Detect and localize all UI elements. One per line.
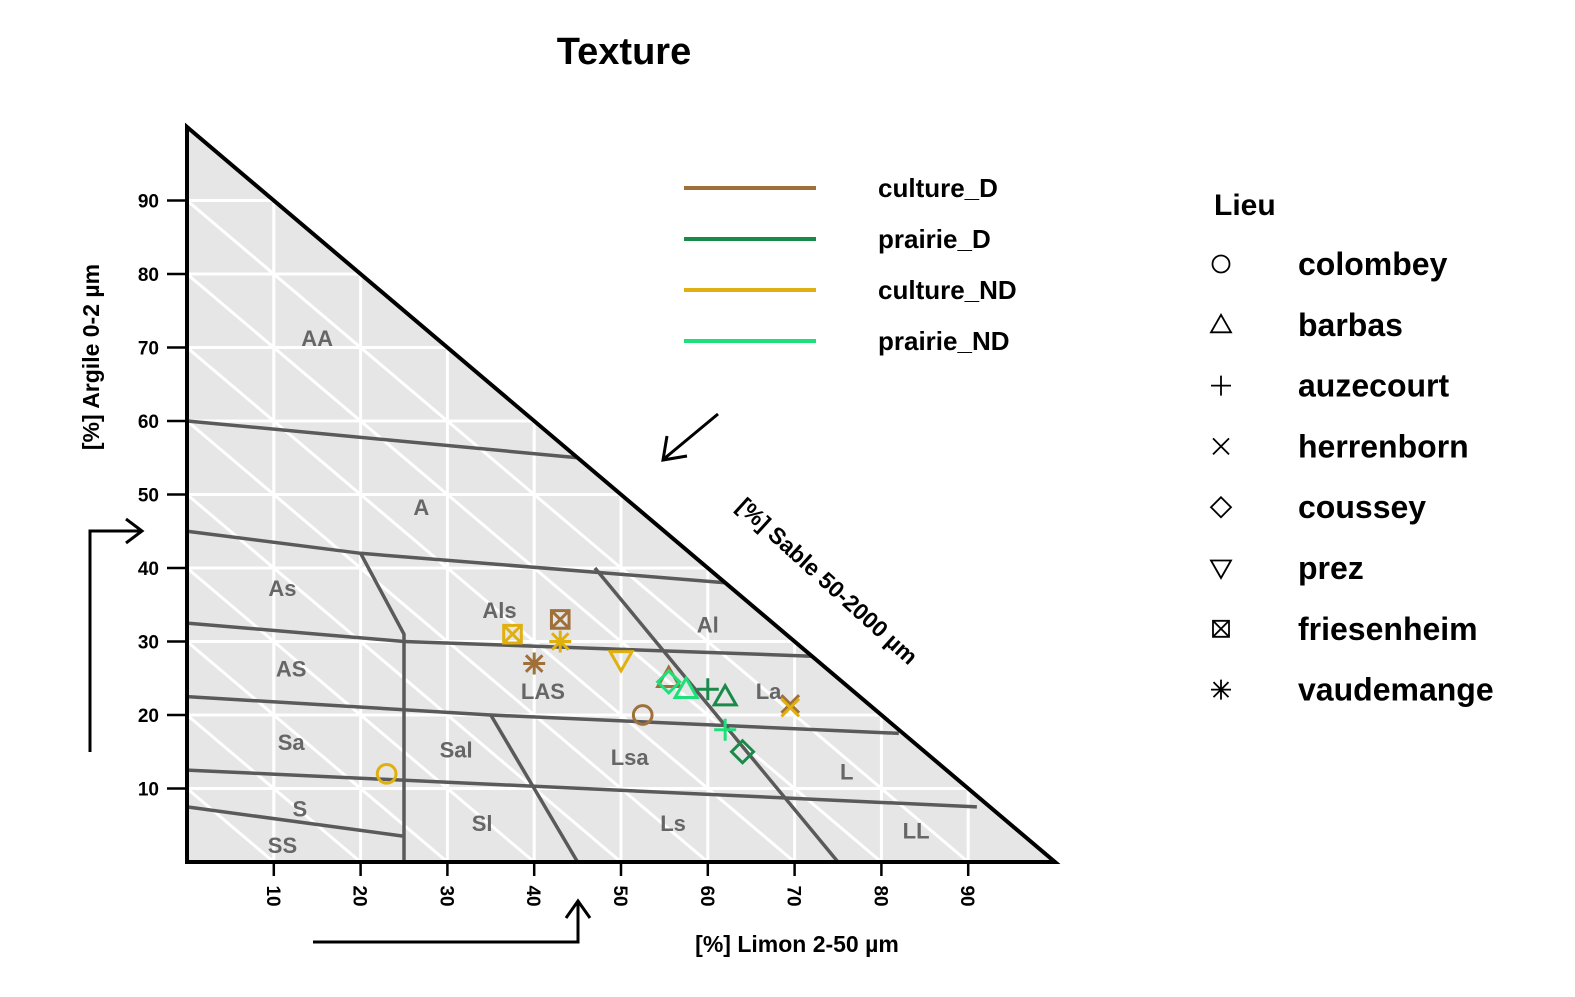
legend-label-colombey: colombey xyxy=(1298,246,1448,282)
legend-label-prairie_ND: prairie_ND xyxy=(878,326,1010,356)
silt-tick-label: 10 xyxy=(262,885,283,906)
legend-shape-vaudemange-icon xyxy=(1211,679,1231,700)
zone-label-Sal: Sal xyxy=(440,738,473,763)
zone-label-Als: Als xyxy=(482,598,516,623)
clay-axis-label: [%] Argile 0-2 µm xyxy=(78,264,104,450)
point-vaudemange-culture_D xyxy=(523,652,546,675)
legend-label-prez: prez xyxy=(1298,550,1364,586)
zone-label-La: La xyxy=(756,679,782,704)
zone-label-A: A xyxy=(413,495,429,520)
silt-tick-label: 40 xyxy=(522,885,543,906)
grid-line-sand xyxy=(186,346,796,864)
legend-label-culture_D: culture_D xyxy=(878,173,998,203)
silt-tick-label: 50 xyxy=(609,885,630,906)
legend-shape-prez-icon xyxy=(1209,559,1233,580)
zone-label-Sl: Sl xyxy=(472,811,493,836)
zone-label-Lsa: Lsa xyxy=(611,745,650,770)
zone-label-SS: SS xyxy=(268,833,297,858)
class-boundary-line xyxy=(489,714,580,863)
silt-tick-label: 80 xyxy=(869,885,890,906)
lieu-legend-title: Lieu xyxy=(1214,189,1276,222)
zone-label-L: L xyxy=(840,760,853,785)
axis-reading-arrows xyxy=(88,412,719,944)
clay-tick-label: 60 xyxy=(138,412,159,433)
clay-tick-label: 80 xyxy=(138,265,159,286)
silt-axis-label: [%] Limon 2-50 µm xyxy=(695,931,899,957)
zone-label-As: As xyxy=(268,576,296,601)
chart-title: Texture xyxy=(557,31,691,73)
point-colombey-culture_D xyxy=(631,704,654,726)
legend-label-auzecourt: auzecourt xyxy=(1298,368,1449,404)
silt-arrow xyxy=(313,898,592,944)
sand-arrow xyxy=(661,412,719,462)
legend-label-vaudemange: vaudemange xyxy=(1298,672,1494,708)
zone-label-LL: LL xyxy=(903,818,930,843)
legend-shape-friesenheim-icon xyxy=(1212,619,1230,638)
point-herrenborn-culture_ND xyxy=(780,697,801,718)
legend-shape-herrenborn-icon xyxy=(1212,437,1230,456)
point-friesenheim-culture_D xyxy=(549,609,571,630)
class-boundary-line xyxy=(186,805,405,839)
point-friesenheim-culture_ND xyxy=(502,623,523,645)
silt-tick-label: 60 xyxy=(696,885,717,906)
clay-tick-label: 70 xyxy=(138,339,159,360)
legend-label-coussey: coussey xyxy=(1298,489,1426,525)
legend-label-culture_ND: culture_ND xyxy=(878,275,1017,305)
silt-tick-label: 90 xyxy=(956,885,977,906)
silt-tick-label: 30 xyxy=(435,885,456,906)
legend-shape-auzecourt-icon xyxy=(1211,375,1231,396)
silt-tick-label: 20 xyxy=(349,885,370,906)
clay-tick-label: 40 xyxy=(138,559,159,580)
series-color-legend: culture_D prairie_D culture_ND prairie_ND xyxy=(684,173,1017,356)
data-points xyxy=(375,609,801,785)
zone-label-AS: AS xyxy=(276,657,307,682)
class-boundary-line xyxy=(186,768,977,809)
point-vaudemange-culture_ND xyxy=(549,630,572,653)
point-herrenborn-culture_D xyxy=(780,694,801,714)
grid-line-sand xyxy=(186,713,362,864)
zone-label-Al: Al xyxy=(697,613,719,638)
zone-label-Ls: Ls xyxy=(660,811,686,836)
legend-label-barbas: barbas xyxy=(1298,307,1403,343)
grid-line-sand xyxy=(186,566,536,864)
point-prez-culture_ND xyxy=(607,650,635,674)
legend-label-prairie_D: prairie_D xyxy=(878,224,991,254)
zone-label-S: S xyxy=(292,796,307,821)
clay-tick-label: 90 xyxy=(138,192,159,213)
point-auzecourt-prairie_D xyxy=(696,678,719,701)
zone-label-Sa: Sa xyxy=(278,730,306,755)
class-boundary-line xyxy=(593,566,840,864)
zone-label-LAS: LAS xyxy=(521,679,565,704)
point-coussey-prairie_ND xyxy=(655,668,682,696)
silt-tick-label: 70 xyxy=(783,885,804,906)
grid-line-sand xyxy=(186,199,970,864)
clay-tick-label: 30 xyxy=(138,633,159,654)
point-auzecourt-prairie_ND xyxy=(714,718,737,741)
point-colombey-culture_ND xyxy=(375,762,398,785)
point-barbas-prairie_D xyxy=(711,682,739,707)
legend-label-herrenborn: herrenborn xyxy=(1298,428,1469,464)
class-boundary-line xyxy=(359,552,406,862)
clay-arrow xyxy=(88,517,145,752)
point-barbas-prairie_ND xyxy=(672,675,700,700)
axis-ticks: 10 20 30 40 50 60 70 80 90 10 20 30 40 50 60 70 80 90 xyxy=(138,192,977,907)
clay-tick-label: 50 xyxy=(138,486,159,507)
texture-class-boundaries xyxy=(186,419,977,864)
lieu-shape-legend: Lieu colombey barbas auzecourt herrenborn co… xyxy=(1209,189,1494,708)
clay-tick-label: 10 xyxy=(138,780,159,801)
legend-shape-coussey-icon xyxy=(1209,495,1233,519)
class-boundary-line xyxy=(186,419,578,460)
point-coussey-prairie_D xyxy=(729,738,756,765)
legend-shape-barbas-icon xyxy=(1209,312,1233,334)
grid-line-sand xyxy=(186,787,275,864)
legend-shape-colombey-icon xyxy=(1211,254,1231,274)
legend-label-friesenheim: friesenheim xyxy=(1298,611,1478,647)
zone-label-AA: AA xyxy=(301,326,333,351)
clay-tick-label: 20 xyxy=(138,706,159,727)
